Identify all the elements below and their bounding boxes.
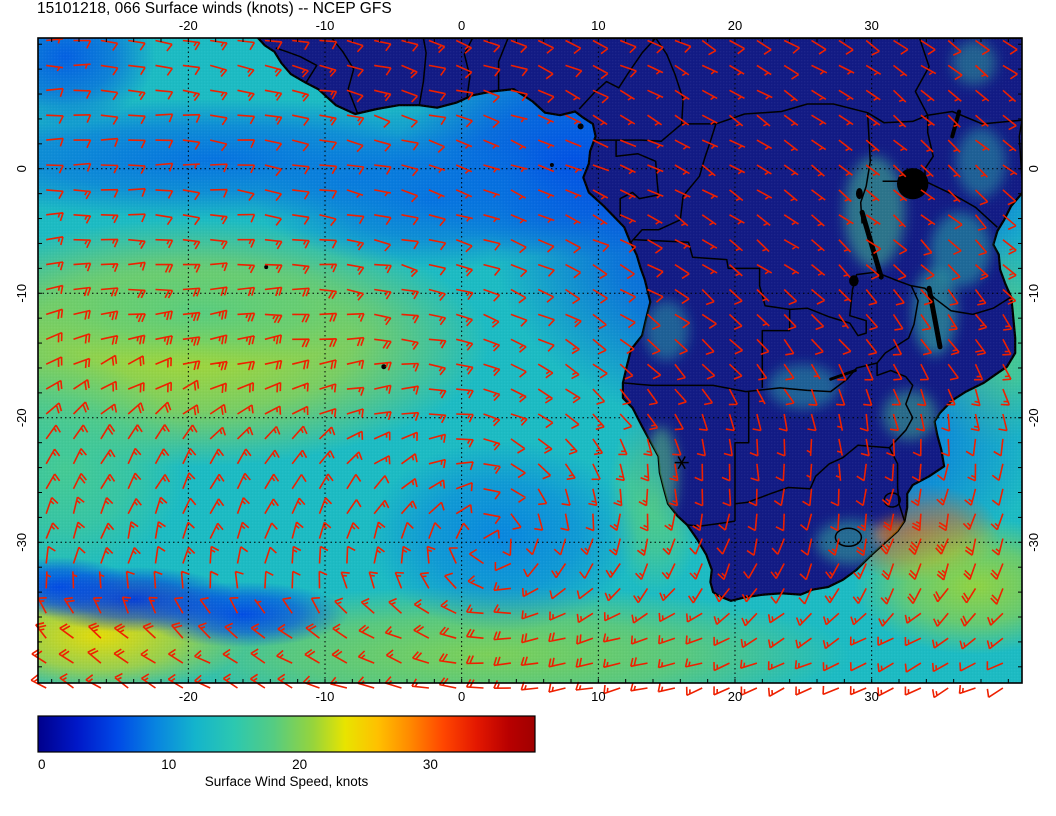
wind-barbs — [30, 38, 1018, 699]
colorbar: 0 10 20 30 — [37, 715, 536, 772]
lon-tick-label: 20 — [728, 18, 742, 33]
lat-tick-label: -30 — [1026, 533, 1041, 552]
lat-tick-label: 0 — [14, 165, 29, 172]
lon-tick-label: -20 — [179, 689, 198, 704]
colorbar-tick-label: 20 — [292, 757, 307, 772]
plot-frame — [37, 37, 1023, 684]
lon-tick-label: 0 — [458, 18, 465, 33]
lon-tick-label: 0 — [458, 689, 465, 704]
axis-labels: -20 -20 -10 -10 0 0 10 10 20 20 30 30 0 0 -10 -10 -20 -20… — [14, 18, 1041, 704]
lon-tick-label: 10 — [591, 689, 605, 704]
graticule — [38, 38, 1022, 683]
stipple-texture — [38, 38, 1022, 683]
colorbar-gradient — [37, 715, 536, 753]
colorbar-caption: Surface Wind Speed, knots — [204, 774, 369, 789]
lon-tick-label: -10 — [316, 18, 335, 33]
station-marker — [674, 456, 689, 470]
axis-ticks — [38, 38, 1022, 683]
country-borders — [275, 38, 1022, 548]
lon-tick-label: -10 — [316, 689, 335, 704]
lat-tick-label: -20 — [14, 408, 29, 427]
colorbar-tick-label: 10 — [161, 757, 176, 772]
lat-tick-label: 0 — [1026, 165, 1041, 172]
lat-tick-label: -20 — [1026, 408, 1041, 427]
lon-tick-label: 10 — [591, 18, 605, 33]
lon-tick-label: 20 — [728, 689, 742, 704]
colorbar-tick-label: 0 — [38, 757, 46, 772]
chart-title: 15101218, 066 Surface winds (knots) -- N… — [37, 0, 392, 17]
lat-tick-label: -30 — [14, 533, 29, 552]
lat-tick-label: -10 — [1026, 284, 1041, 303]
lon-tick-label: -20 — [179, 18, 198, 33]
colorbar-tick-label: 30 — [423, 757, 438, 772]
lat-tick-label: -10 — [14, 284, 29, 303]
lon-tick-label: 30 — [864, 18, 878, 33]
lon-tick-label: 30 — [864, 689, 878, 704]
